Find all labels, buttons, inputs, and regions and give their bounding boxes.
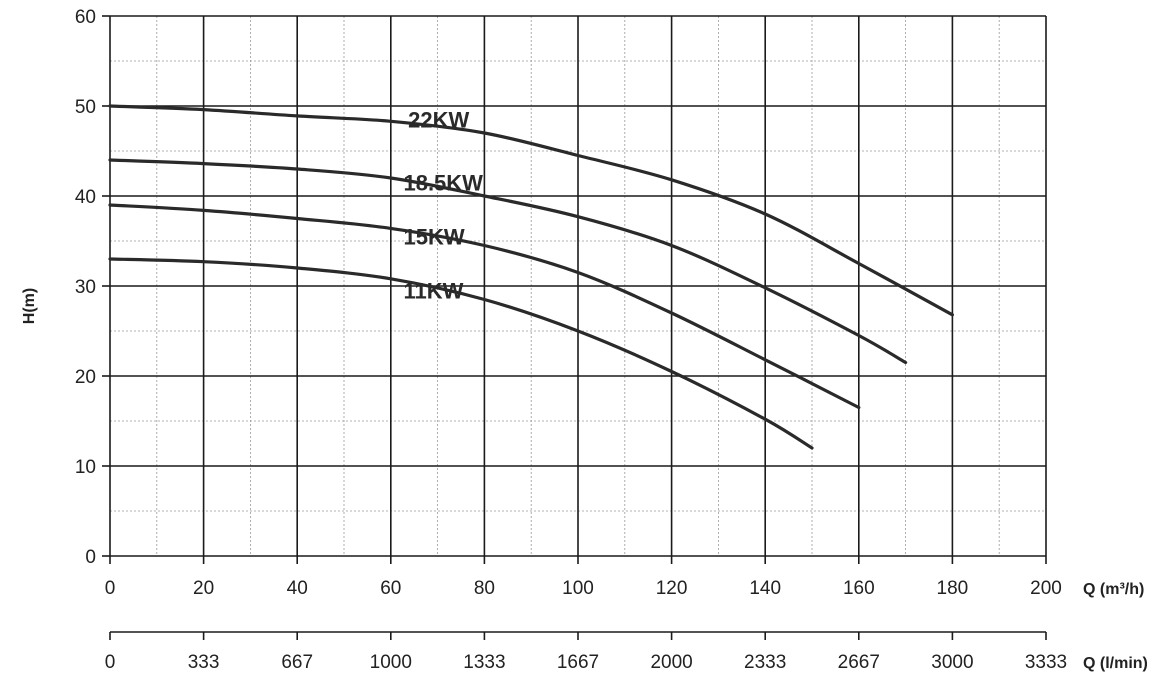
x2-tick-label: 2667 xyxy=(838,652,880,673)
x-tick-label: 120 xyxy=(656,578,688,599)
x-tick-label: 60 xyxy=(380,578,401,599)
y-tick-label: 50 xyxy=(75,97,96,118)
x-tick-label: 80 xyxy=(474,578,495,599)
y-tick-label: 40 xyxy=(75,187,96,208)
y-tick-label: 60 xyxy=(75,7,96,28)
x-tick-label: 200 xyxy=(1030,578,1062,599)
x2-tick-label: 1333 xyxy=(463,652,505,673)
x-tick-label: 0 xyxy=(105,578,116,599)
series-label-22kw: 22KW xyxy=(408,108,469,133)
x2-tick-label: 1667 xyxy=(557,652,599,673)
curve-11kw xyxy=(108,257,814,450)
series-label-15kw: 15KW xyxy=(403,225,464,250)
x2-tick-label: 2333 xyxy=(744,652,786,673)
curve-15kw xyxy=(108,203,861,410)
y-tick-label: 30 xyxy=(75,277,96,298)
grid xyxy=(109,15,1047,557)
x-tick-label: 100 xyxy=(562,578,594,599)
x-tick-label: 180 xyxy=(937,578,969,599)
x2-tick-label: 1000 xyxy=(370,652,412,673)
x-tick-label: 160 xyxy=(843,578,875,599)
x2-tick-label: 333 xyxy=(188,652,220,673)
series-label-11kw: 11KW xyxy=(403,279,463,304)
x-tick-label: 140 xyxy=(749,578,781,599)
y-tick-label: 20 xyxy=(75,367,96,388)
series-labels: 22KW 18.5KW 15KW 11KW xyxy=(403,108,483,304)
x2-tick-label: 2000 xyxy=(650,652,692,673)
y-tick-label: 0 xyxy=(85,547,96,568)
x-tick-label: 40 xyxy=(287,578,308,599)
curve-22kw xyxy=(108,104,954,317)
x2-tick-label: 0 xyxy=(105,652,116,673)
x-axis-title: Q (m³/h) xyxy=(1083,581,1144,598)
y-axis-title: H(m) xyxy=(21,288,38,324)
curve-18-5kw xyxy=(108,158,908,365)
x-tick-label: 20 xyxy=(193,578,214,599)
tick-labels: 0 10 20 30 40 50 60 0 20 40 60 80 100 120 140 160 180 200… xyxy=(75,7,1067,673)
y-tick-label: 10 xyxy=(75,457,96,478)
x2-tick-label: 667 xyxy=(281,652,313,673)
x2-tick-label: 3333 xyxy=(1025,652,1067,673)
series-curves xyxy=(108,104,954,450)
series-label-18-5kw: 18.5KW xyxy=(403,171,483,196)
x2-tick-label: 3000 xyxy=(931,652,973,673)
x2-axis-title: Q (l/min) xyxy=(1083,655,1148,672)
axes xyxy=(102,15,1047,640)
